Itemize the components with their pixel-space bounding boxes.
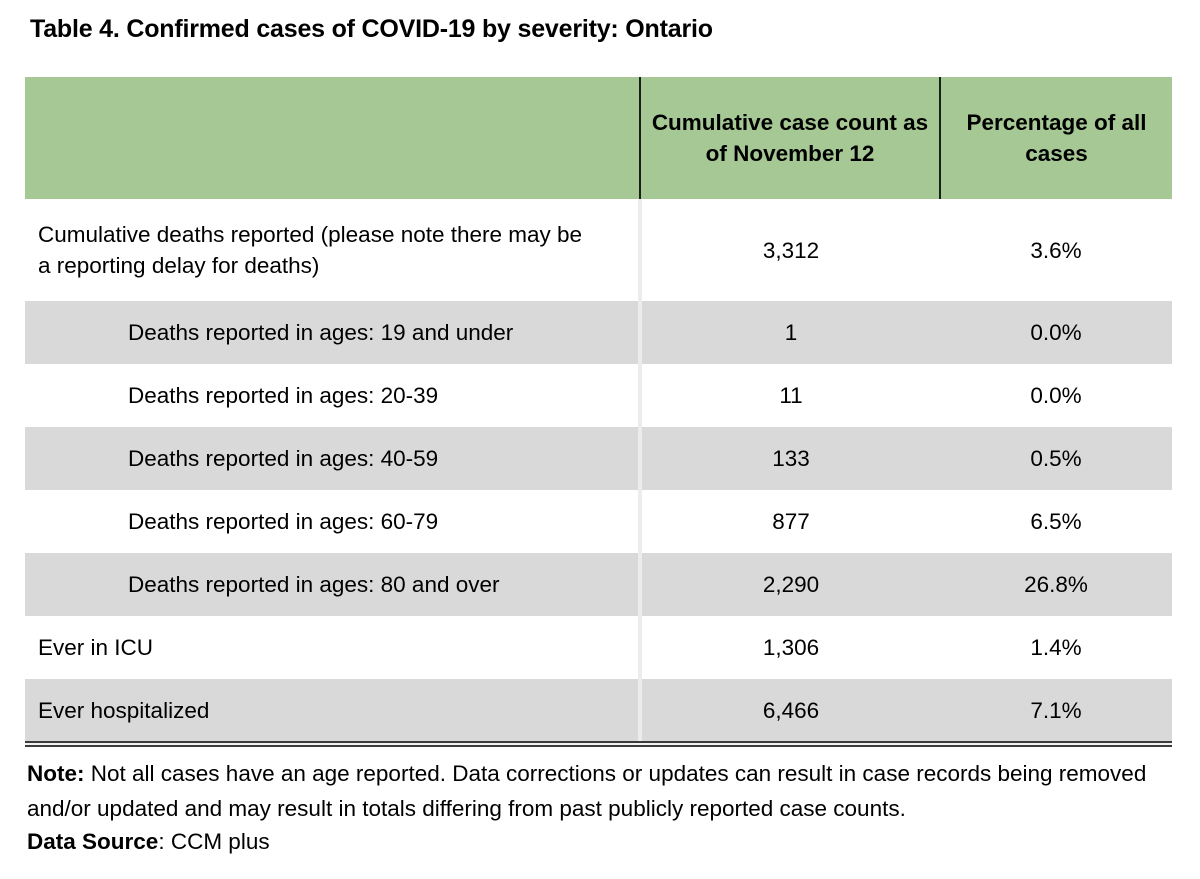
row-label-cell: Deaths reported in ages: 40-59 [25,427,640,490]
note-text: Note: Not all cases have an age reported… [27,756,1167,826]
case-count-cell: 1 [638,301,940,364]
table-bottom-border [25,741,1172,747]
table-row: Ever in ICU 1,306 1.4% [25,616,1172,679]
header-empty-cell [25,77,640,199]
table-row: Deaths reported in ages: 80 and over 2,2… [25,553,1172,616]
percentage-cell: 0.0% [940,301,1172,364]
row-label-cell: Deaths reported in ages: 20-39 [25,364,640,427]
table-row: Deaths reported in ages: 19 and under 1 … [25,301,1172,364]
data-source-value: : CCM plus [158,829,270,854]
percentage-cell: 0.0% [940,364,1172,427]
row-label-cell: Deaths reported in ages: 80 and over [25,553,640,616]
case-count-cell: 11 [638,364,940,427]
table-row: Ever hospitalized 6,466 7.1% [25,679,1172,742]
covid-severity-table: Cumulative case count as of November 12 … [25,77,1172,742]
row-label-cell: Deaths reported in ages: 19 and under [25,301,640,364]
case-count-cell: 877 [638,490,940,553]
case-count-cell: 2,290 [638,553,940,616]
header-row: Cumulative case count as of November 12 … [25,77,1172,199]
percentage-cell: 7.1% [940,679,1172,742]
percentage-cell: 0.5% [940,427,1172,490]
note-body: Not all cases have an age reported. Data… [27,761,1147,821]
data-source-text: Data Source: CCM plus [27,827,270,857]
percentage-cell: 26.8% [940,553,1172,616]
table-row: Deaths reported in ages: 40-59 133 0.5% [25,427,1172,490]
row-label-cell: Ever hospitalized [25,679,640,742]
table-row: Deaths reported in ages: 60-79 877 6.5% [25,490,1172,553]
row-label-cell: Ever in ICU [25,616,640,679]
case-count-cell: 1,306 [638,616,940,679]
case-count-cell: 3,312 [638,199,940,301]
case-count-cell: 6,466 [638,679,940,742]
header-cumulative-count: Cumulative case count as of November 12 [639,77,940,199]
table-row: Deaths reported in ages: 20-39 11 0.0% [25,364,1172,427]
table-row: Cumulative deaths reported (please note … [25,199,1172,301]
data-source-label: Data Source [27,829,159,854]
table-title: Table 4. Confirmed cases of COVID-19 by … [30,15,713,43]
row-label-cell: Deaths reported in ages: 60-79 [25,490,640,553]
note-label: Note: [27,761,85,786]
header-percentage: Percentage of all cases [939,77,1172,199]
case-count-cell: 133 [638,427,940,490]
percentage-cell: 6.5% [940,490,1172,553]
row-label-cell: Cumulative deaths reported (please note … [25,199,640,301]
percentage-cell: 3.6% [940,199,1172,301]
percentage-cell: 1.4% [940,616,1172,679]
